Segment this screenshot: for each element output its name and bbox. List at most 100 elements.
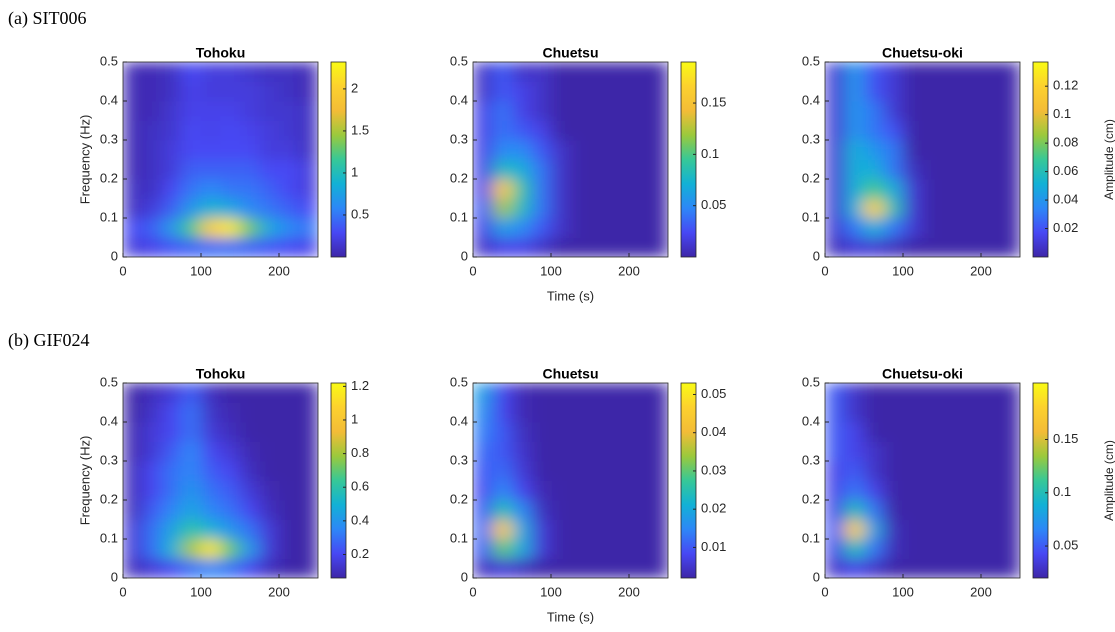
y-tick-label: 0.1 [802, 530, 820, 545]
cell [609, 179, 630, 199]
cell [259, 383, 280, 403]
cell [181, 461, 202, 481]
cell [201, 218, 221, 238]
cell [825, 198, 845, 219]
cell [1000, 218, 1020, 238]
cells [473, 62, 668, 257]
cell [864, 81, 884, 102]
cell [864, 441, 884, 462]
cell [609, 441, 630, 462]
cell [512, 383, 532, 403]
cell [942, 383, 962, 403]
cell [162, 441, 182, 462]
cell [298, 237, 318, 257]
cell [259, 62, 280, 82]
cell [922, 237, 943, 257]
cell [903, 198, 923, 219]
cell [279, 120, 299, 141]
cell [609, 402, 630, 423]
cell [531, 62, 552, 82]
cell [279, 422, 299, 442]
cell [473, 558, 493, 578]
cell [825, 422, 845, 442]
cell [922, 441, 943, 462]
cell [648, 218, 668, 238]
axes-box [472, 61, 669, 258]
cell [629, 383, 649, 403]
cell [512, 159, 532, 180]
cell [864, 198, 884, 219]
y-tick-label: 0 [813, 569, 820, 584]
cell [648, 422, 668, 442]
cell [531, 441, 552, 462]
colorbar-tick-label: 0.1 [701, 146, 719, 161]
cell [492, 120, 513, 141]
cell [609, 422, 630, 442]
cells [473, 383, 668, 578]
colorbar-tick-label: 0.08 [1053, 135, 1078, 150]
cell [981, 480, 1001, 501]
cell [531, 140, 552, 160]
cell [162, 179, 182, 199]
cell [201, 179, 221, 199]
cell [825, 81, 845, 102]
cell [162, 237, 182, 257]
cell [648, 140, 668, 160]
cell [551, 62, 571, 82]
cell [551, 500, 571, 520]
cell [512, 81, 532, 102]
cell [922, 62, 943, 82]
cell [279, 218, 299, 238]
cell [961, 159, 982, 180]
cell [551, 140, 571, 160]
cell [142, 480, 163, 501]
cell [201, 480, 221, 501]
cell [648, 402, 668, 423]
cell [162, 539, 182, 559]
cell [942, 120, 962, 141]
cell [142, 383, 163, 403]
cell [864, 422, 884, 442]
cell [883, 198, 904, 219]
cell [201, 461, 221, 481]
cell [123, 159, 143, 180]
cell [220, 120, 241, 141]
cell [570, 81, 591, 102]
cell [825, 101, 845, 121]
cell [981, 159, 1001, 180]
cell [648, 179, 668, 199]
cell [279, 441, 299, 462]
cell [570, 179, 591, 199]
cell [590, 383, 610, 403]
cell [961, 140, 982, 160]
cell [220, 179, 241, 199]
cell [825, 120, 845, 141]
cell [609, 480, 630, 501]
cell [1000, 539, 1020, 559]
cell [473, 500, 493, 520]
cell [825, 519, 845, 540]
cell [123, 237, 143, 257]
cell [590, 480, 610, 501]
cell [570, 539, 591, 559]
cell [844, 422, 865, 442]
cell [512, 539, 532, 559]
cell [240, 140, 260, 160]
axes-box [122, 382, 319, 579]
cell [123, 461, 143, 481]
cell [240, 101, 260, 121]
cell [181, 558, 202, 578]
cell [473, 101, 493, 121]
y-tick-label: 0.5 [100, 374, 118, 389]
cell [961, 179, 982, 199]
y-tick-label: 0.1 [450, 209, 468, 224]
cell [279, 402, 299, 423]
cell [942, 198, 962, 219]
x-tick-label: 0 [119, 263, 126, 278]
cell [512, 558, 532, 578]
cell [240, 198, 260, 219]
cell [142, 539, 163, 559]
colorbar-tick-label: 0.02 [1053, 220, 1078, 235]
cell [883, 383, 904, 403]
cell [864, 500, 884, 520]
